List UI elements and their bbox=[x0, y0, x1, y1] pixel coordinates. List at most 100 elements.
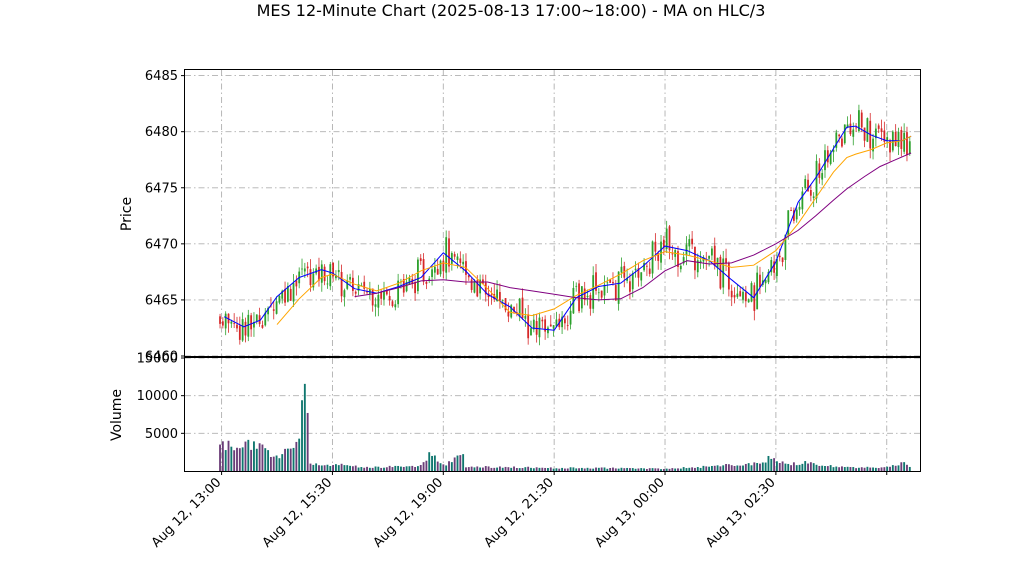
candle-body bbox=[467, 275, 470, 278]
candle-body bbox=[250, 315, 253, 330]
volume-bar bbox=[450, 462, 453, 471]
volume-bar bbox=[535, 467, 538, 471]
candle-body bbox=[408, 277, 411, 285]
volume-bar bbox=[671, 468, 674, 471]
volume-bar bbox=[394, 465, 397, 471]
volume-bar bbox=[470, 466, 473, 471]
volume-bar bbox=[343, 465, 346, 471]
volume-bar bbox=[419, 464, 422, 471]
candle-body bbox=[603, 284, 606, 296]
volume-bar bbox=[320, 465, 323, 471]
candle-body bbox=[866, 118, 869, 142]
volume-bar bbox=[807, 463, 809, 471]
candle-body bbox=[688, 239, 691, 247]
candle-body bbox=[903, 132, 906, 152]
candle-body bbox=[255, 314, 258, 322]
volume-bar bbox=[583, 468, 586, 471]
volume-bar bbox=[617, 468, 620, 471]
volume-bar bbox=[654, 468, 657, 471]
candle-body bbox=[357, 284, 360, 291]
candle-body bbox=[241, 319, 244, 341]
candle-body bbox=[872, 138, 874, 152]
volume-bar bbox=[595, 467, 597, 471]
candle-body bbox=[388, 296, 391, 301]
candle-body bbox=[301, 268, 303, 270]
candle-body bbox=[572, 287, 575, 314]
volume-bar bbox=[629, 468, 631, 471]
volume-bar bbox=[874, 467, 877, 471]
volume-bar bbox=[694, 467, 696, 471]
volume-bar bbox=[869, 467, 872, 471]
candle-body bbox=[541, 319, 544, 322]
volume-bar bbox=[906, 464, 908, 471]
candle-body bbox=[510, 305, 513, 318]
candle-body bbox=[778, 255, 781, 258]
volume-bar bbox=[227, 440, 230, 471]
volume-bar bbox=[501, 467, 504, 471]
volume-bar bbox=[416, 466, 419, 471]
volume-bar bbox=[445, 465, 448, 471]
candle-body bbox=[747, 299, 750, 303]
volume-bar bbox=[337, 465, 340, 471]
volume-bar bbox=[303, 383, 306, 471]
candle-body bbox=[281, 290, 284, 299]
volume-bar bbox=[467, 467, 470, 471]
volume-bar bbox=[482, 467, 484, 471]
volume-bar bbox=[744, 463, 747, 471]
volume-bar bbox=[439, 463, 442, 471]
candle-body bbox=[679, 265, 682, 270]
candle-body bbox=[289, 288, 292, 301]
volume-bar bbox=[606, 468, 609, 471]
candle-body bbox=[346, 280, 349, 289]
volume-bar bbox=[433, 455, 436, 471]
candle-body bbox=[829, 152, 832, 164]
volume-bar bbox=[733, 465, 736, 471]
volume-bar bbox=[767, 455, 770, 471]
volume-bar bbox=[269, 456, 272, 471]
candle-body bbox=[744, 292, 747, 302]
volume-bar bbox=[609, 468, 612, 471]
volume-bar bbox=[790, 465, 793, 471]
volume-axes-frame bbox=[184, 357, 921, 472]
candle-body bbox=[781, 257, 784, 263]
candle-body bbox=[385, 290, 388, 295]
volume-bar bbox=[818, 465, 821, 471]
candle-body bbox=[657, 253, 660, 261]
volume-bar bbox=[722, 465, 725, 471]
volume-bar bbox=[241, 447, 244, 471]
volume-bar bbox=[872, 467, 874, 471]
candle-body bbox=[776, 258, 778, 276]
volume-bar bbox=[544, 467, 547, 471]
volume-bar bbox=[719, 466, 722, 471]
volume-bar bbox=[776, 461, 778, 471]
candle-body bbox=[719, 256, 722, 289]
volume-bar bbox=[238, 448, 241, 471]
volume-bar bbox=[835, 466, 838, 471]
candle-body bbox=[620, 266, 623, 273]
candle-body bbox=[498, 292, 501, 301]
volume-bar bbox=[340, 463, 343, 471]
price-y-tick-label: 6485 bbox=[145, 69, 178, 84]
candle-body bbox=[527, 314, 530, 339]
candle-body bbox=[224, 313, 227, 329]
volume-bar bbox=[518, 468, 521, 471]
candle-body bbox=[284, 289, 286, 303]
volume-bar bbox=[761, 462, 764, 471]
volume-bar bbox=[298, 438, 301, 471]
candle-body bbox=[807, 179, 809, 192]
price-grid bbox=[185, 70, 920, 357]
candle-body bbox=[801, 191, 804, 210]
candle-body bbox=[335, 275, 337, 279]
candle-body bbox=[855, 127, 857, 129]
candle-body bbox=[374, 304, 377, 307]
volume-bar bbox=[527, 466, 530, 471]
candle-body bbox=[549, 324, 552, 327]
volume-bar bbox=[377, 466, 380, 471]
volume-bar bbox=[385, 467, 388, 471]
volume-y-tick-label: 5000 bbox=[145, 427, 178, 442]
volume-bar bbox=[363, 467, 366, 471]
volume-bar bbox=[781, 461, 784, 471]
volume-y-tick-label: 15000 bbox=[137, 352, 178, 367]
volume-bar bbox=[250, 449, 253, 471]
volume-bar bbox=[739, 465, 742, 471]
